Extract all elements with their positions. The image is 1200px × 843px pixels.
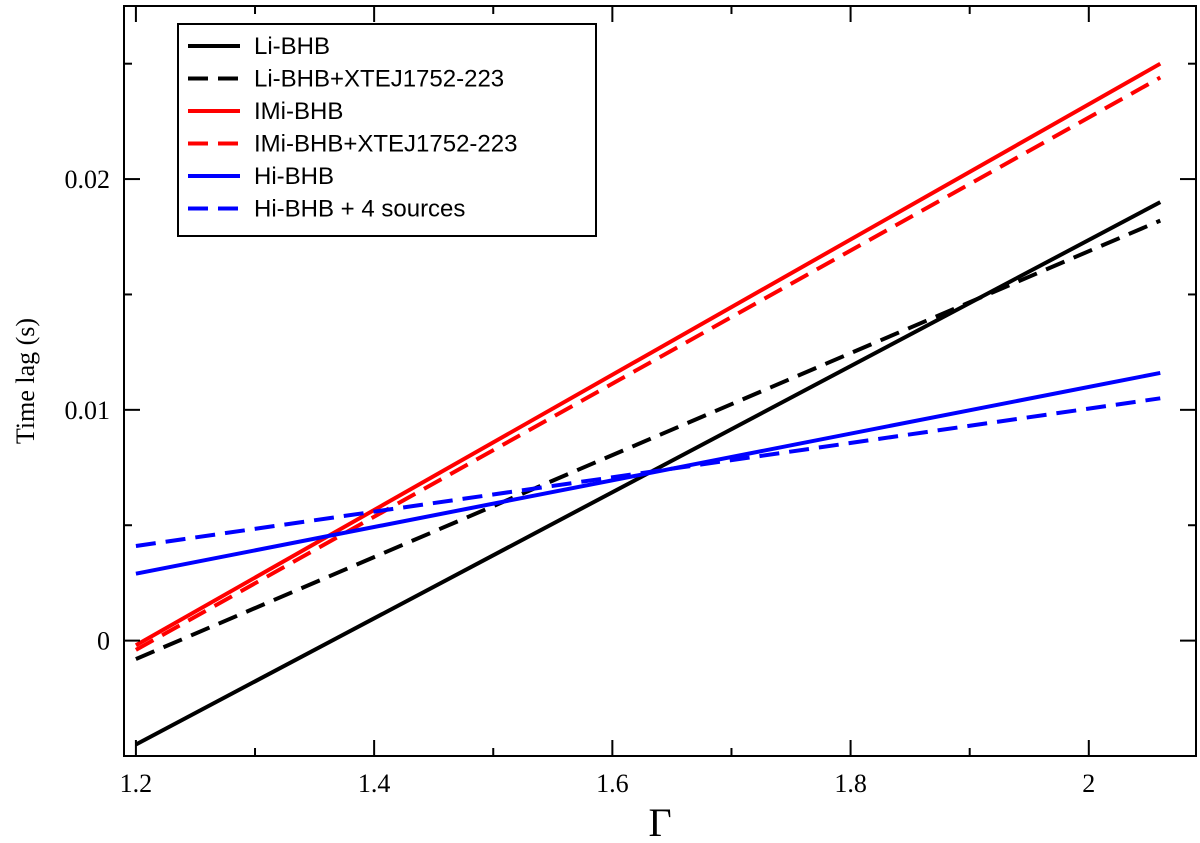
plot-frame [123,5,1197,757]
series-layer [134,61,1162,747]
legend-label: Hi-BHB [254,163,334,190]
x-tick-label: 1.4 [358,769,391,798]
legend: Li-BHB Li-BHB+XTEJ1752-223 IMi-BHB IMi-BHB+… [177,23,597,237]
x-axis-title: Γ [648,800,671,843]
y-tick-label: 0.02 [65,165,111,194]
series-line-imi-bhb [134,61,1162,647]
x-tick-label: 1.8 [834,769,867,798]
x-tick-label: 1.6 [596,769,629,798]
y-tick-label: 0.01 [65,396,111,425]
legend-label: IMi-BHB+XTEJ1752-223 [254,131,517,158]
legend-label: IMi-BHB [254,98,343,125]
series-line-imi-bhb-xtej1752-223 [134,75,1162,652]
ticks-layer: 1.2 1.4 1.6 1.8 2 0 0.01 0.02 [65,6,1196,798]
legend-box [177,23,597,237]
legend-label: Li-BHB+XTEJ1752-223 [254,66,504,93]
x-tick-label: 1.2 [120,769,153,798]
y-axis-title: Time lag (s) [11,318,40,444]
series-line-li-bhb-xtej1752-223 [135,218,1162,661]
y-tick-label: 0 [97,627,110,656]
series-line-hi-bhb-4-sources [135,396,1161,548]
legend-label: Hi-BHB + 4 sources [254,196,465,223]
x-tick-label: 2 [1082,769,1095,798]
legend-label: Li-BHB [254,33,330,60]
